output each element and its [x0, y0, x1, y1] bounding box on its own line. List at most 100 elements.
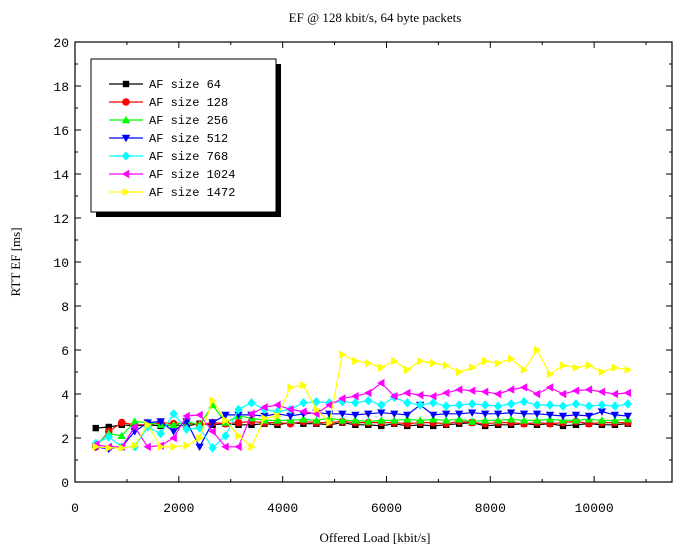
data-point: [364, 410, 373, 418]
chart-title: EF @ 128 kbit/s, 64 byte packets: [289, 10, 462, 25]
data-point: [378, 363, 386, 372]
data-point: [403, 398, 412, 408]
data-point: [390, 410, 399, 418]
data-point: [339, 350, 347, 359]
data-point: [195, 410, 203, 420]
data-point: [299, 398, 308, 408]
data-point: [416, 390, 424, 400]
y-tick-label: 6: [61, 344, 69, 359]
data-point: [441, 416, 451, 424]
data-point: [558, 412, 568, 421]
legend-marker: [122, 187, 131, 197]
data-point: [623, 412, 633, 421]
data-point: [467, 417, 477, 425]
data-point: [312, 397, 321, 407]
data-point: [584, 385, 593, 394]
data-point: [182, 424, 191, 434]
data-point: [571, 386, 580, 395]
axes: 0 2000 4000 6000 8000 10000 0 2 4 6 8 10 12 14 16 18 20: [53, 36, 672, 516]
y-tick-label: 4: [61, 388, 69, 403]
data-point: [377, 400, 386, 410]
data-point: [520, 365, 529, 374]
data-point: [390, 392, 398, 401]
data-point: [377, 409, 386, 417]
data-point: [480, 416, 490, 424]
data-point: [248, 442, 256, 451]
data-point: [429, 411, 438, 420]
data-point: [430, 359, 438, 368]
y-tick-label: 10: [53, 256, 69, 271]
data-point: [182, 411, 190, 421]
data-point: [481, 356, 490, 366]
data-point: [454, 415, 464, 423]
data-point: [532, 410, 542, 418]
data-point: [313, 405, 321, 414]
data-point: [519, 383, 528, 392]
legend-marker: [122, 98, 130, 106]
data-point: [143, 442, 151, 451]
data-point: [441, 410, 451, 418]
data-point: [195, 443, 204, 451]
data-point: [494, 359, 503, 368]
data-point: [351, 416, 360, 424]
data-point: [623, 388, 632, 398]
data-point: [467, 409, 477, 417]
y-tick-label: 8: [61, 300, 69, 315]
legend-marker: [121, 151, 131, 161]
x-tick-label: 2000: [163, 501, 194, 516]
data-point: [234, 442, 242, 451]
legend-label: AF size 1024: [149, 168, 235, 182]
data-point: [222, 416, 230, 425]
data-point: [493, 389, 502, 399]
data-point: [144, 420, 152, 429]
data-point: [610, 389, 619, 399]
data-point: [364, 417, 373, 425]
y-tick-label: 16: [53, 124, 69, 139]
data-point: [169, 420, 178, 428]
data-point: [351, 392, 359, 401]
legend-marker: [121, 169, 130, 179]
data-point: [493, 410, 503, 418]
data-point: [441, 401, 451, 411]
data-point: [352, 356, 360, 366]
data-point: [169, 433, 177, 443]
data-point: [623, 399, 633, 409]
x-tick-label: 0: [71, 501, 79, 516]
x-tick-label: 8000: [475, 501, 506, 516]
data-point: [519, 410, 529, 418]
data-point: [571, 416, 581, 424]
data-point: [533, 345, 542, 355]
data-point: [442, 361, 451, 370]
legend-label: AF size 1472: [149, 186, 235, 200]
data-point: [404, 365, 412, 374]
data-point: [480, 400, 490, 410]
data-point: [169, 428, 178, 436]
data-point: [338, 394, 346, 403]
data-point: [467, 399, 477, 409]
y-tick-label: 12: [53, 212, 69, 227]
data-point: [325, 400, 333, 410]
legend-label: AF size 64: [149, 78, 221, 92]
data-point: [429, 392, 437, 401]
legend-item: AF size 512: [109, 132, 228, 146]
data-point: [571, 399, 581, 409]
data-point: [584, 412, 594, 421]
data-point: [208, 443, 217, 453]
data-point: [468, 363, 477, 372]
data-point: [493, 401, 503, 411]
data-point: [480, 410, 490, 418]
series-af-size-1472: [92, 345, 633, 453]
data-point: [118, 443, 126, 453]
data-point: [454, 385, 463, 394]
x-tick-label: 10000: [575, 501, 614, 516]
data-point: [610, 416, 620, 424]
y-axis-label: RTT EF [ms]: [8, 227, 23, 296]
data-point: [545, 383, 554, 392]
data-point: [299, 415, 308, 423]
y-tick-label: 0: [61, 476, 69, 491]
data-point: [611, 363, 620, 372]
data-point: [364, 388, 372, 398]
data-point: [312, 416, 321, 424]
data-point: [130, 422, 138, 432]
